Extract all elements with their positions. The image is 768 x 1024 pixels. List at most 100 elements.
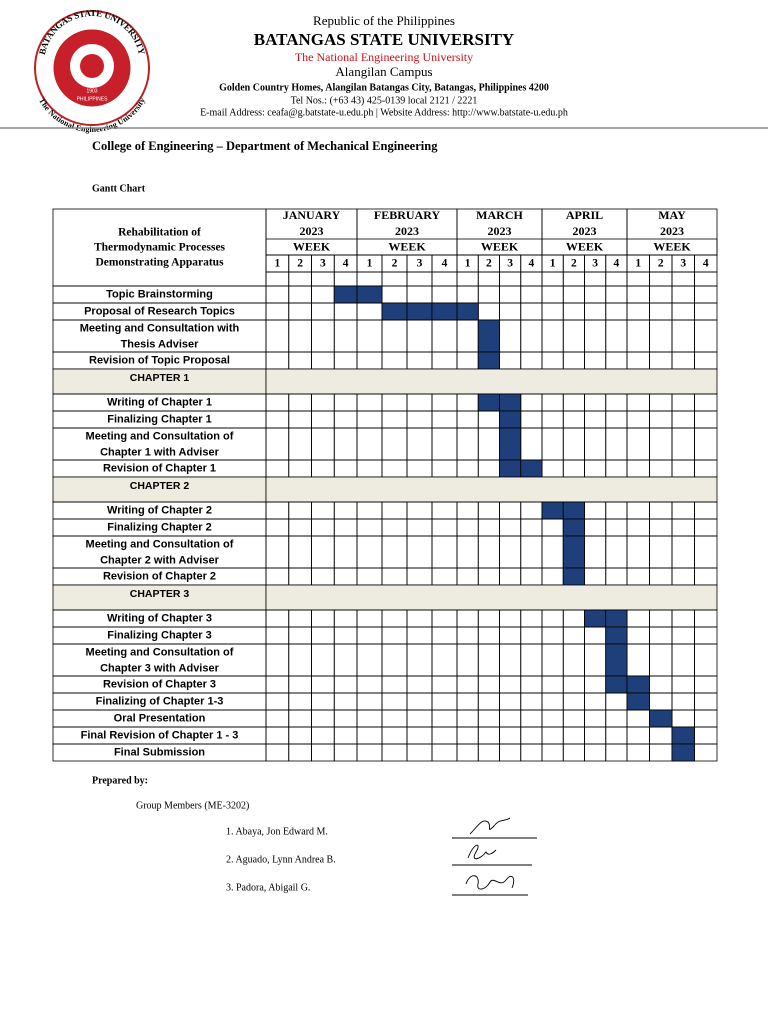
address: Golden Country Homes, Alangilan Batangas… xyxy=(219,82,549,93)
cell xyxy=(265,410,290,429)
cell xyxy=(626,726,650,745)
cell xyxy=(381,709,408,728)
cell xyxy=(381,285,408,304)
cell xyxy=(520,285,543,304)
cell xyxy=(562,271,585,287)
cell xyxy=(649,271,673,287)
week-number: 2 xyxy=(571,258,577,270)
cell xyxy=(626,518,650,537)
task-label: Finalizing Chapter 1 xyxy=(107,413,212,425)
cell xyxy=(562,643,585,677)
gantt-bar xyxy=(477,393,500,412)
cell xyxy=(333,643,358,677)
cell xyxy=(288,302,312,321)
cell xyxy=(333,271,358,287)
cell xyxy=(520,626,543,645)
cell xyxy=(584,567,607,586)
cell xyxy=(381,643,408,677)
task-label: Final Revision of Chapter 1 - 3 xyxy=(81,729,239,741)
cell xyxy=(584,319,607,353)
cell xyxy=(265,518,290,537)
cell xyxy=(626,393,650,412)
cell xyxy=(541,609,564,628)
cell xyxy=(288,410,312,429)
cell xyxy=(562,709,585,728)
cell xyxy=(381,567,408,586)
cell xyxy=(406,709,433,728)
week-number: 4 xyxy=(529,258,535,270)
cell xyxy=(333,626,358,645)
cell xyxy=(671,626,695,645)
cell xyxy=(477,285,500,304)
cell xyxy=(381,609,408,628)
cell xyxy=(562,626,585,645)
cell xyxy=(671,285,695,304)
week-label: WEEK xyxy=(566,239,604,253)
cell xyxy=(626,351,650,370)
cell xyxy=(649,319,673,353)
gantt-table: Rehabilitation of Thermodynamic Processes… xyxy=(52,208,718,762)
cell xyxy=(541,351,564,370)
cell xyxy=(499,319,522,353)
cell xyxy=(356,410,383,429)
cell xyxy=(541,393,564,412)
cell xyxy=(520,643,543,677)
cell xyxy=(288,743,312,762)
cell xyxy=(499,285,522,304)
cell xyxy=(649,285,673,304)
task-label: Meeting and Consultation with xyxy=(80,322,240,334)
cell xyxy=(694,302,718,321)
week-number: 4 xyxy=(343,258,349,270)
cell xyxy=(520,726,543,745)
cell xyxy=(406,567,433,586)
cell xyxy=(381,351,408,370)
cell xyxy=(406,410,433,429)
cell xyxy=(265,709,290,728)
cell xyxy=(406,393,433,412)
member: 2. Aguado, Lynn Andrea B. xyxy=(226,854,336,865)
cell xyxy=(381,427,408,461)
project-title: Rehabilitation of xyxy=(118,227,201,239)
cell xyxy=(288,518,312,537)
cell xyxy=(311,501,335,520)
cell xyxy=(541,709,564,728)
cell xyxy=(649,427,673,461)
cell xyxy=(456,535,479,569)
university: BATANGAS STATE UNIVERSITY xyxy=(254,30,514,49)
cell xyxy=(671,692,695,711)
task-label: Proposal of Research Topics xyxy=(84,305,235,317)
task-label: Oral Presentation xyxy=(114,712,206,724)
gantt-bar xyxy=(671,726,695,745)
task-label: Topic Brainstorming xyxy=(106,288,213,300)
cell xyxy=(626,743,650,762)
cell xyxy=(499,567,522,586)
gantt-bar xyxy=(605,675,628,694)
cell xyxy=(649,567,673,586)
cell xyxy=(626,567,650,586)
cell xyxy=(381,675,408,694)
cell xyxy=(431,427,458,461)
cell xyxy=(562,302,585,321)
cell xyxy=(288,501,312,520)
task-label: Meeting and Consultation of xyxy=(86,646,234,658)
gantt-bar xyxy=(406,302,433,321)
task-label: Revision of Chapter 3 xyxy=(103,678,216,690)
cell xyxy=(406,459,433,478)
cell xyxy=(541,271,564,287)
cell xyxy=(356,501,383,520)
gantt-bar xyxy=(499,410,522,429)
cell xyxy=(499,351,522,370)
cell xyxy=(649,726,673,745)
cell xyxy=(265,675,290,694)
cell xyxy=(431,351,458,370)
cell xyxy=(288,626,312,645)
cell xyxy=(694,393,718,412)
gantt-bar xyxy=(477,351,500,370)
gantt-bar xyxy=(605,626,628,645)
cell xyxy=(381,501,408,520)
cell xyxy=(381,535,408,569)
gantt-bar xyxy=(562,567,585,586)
cell xyxy=(499,692,522,711)
cell xyxy=(265,319,290,353)
cell xyxy=(431,743,458,762)
